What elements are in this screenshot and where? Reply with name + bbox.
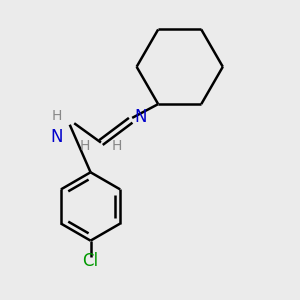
- Text: H: H: [80, 139, 90, 152]
- Text: N: N: [134, 108, 147, 126]
- Text: H: H: [51, 109, 62, 123]
- Text: Cl: Cl: [82, 253, 99, 271]
- Text: N: N: [50, 128, 63, 146]
- Text: H: H: [112, 139, 122, 152]
